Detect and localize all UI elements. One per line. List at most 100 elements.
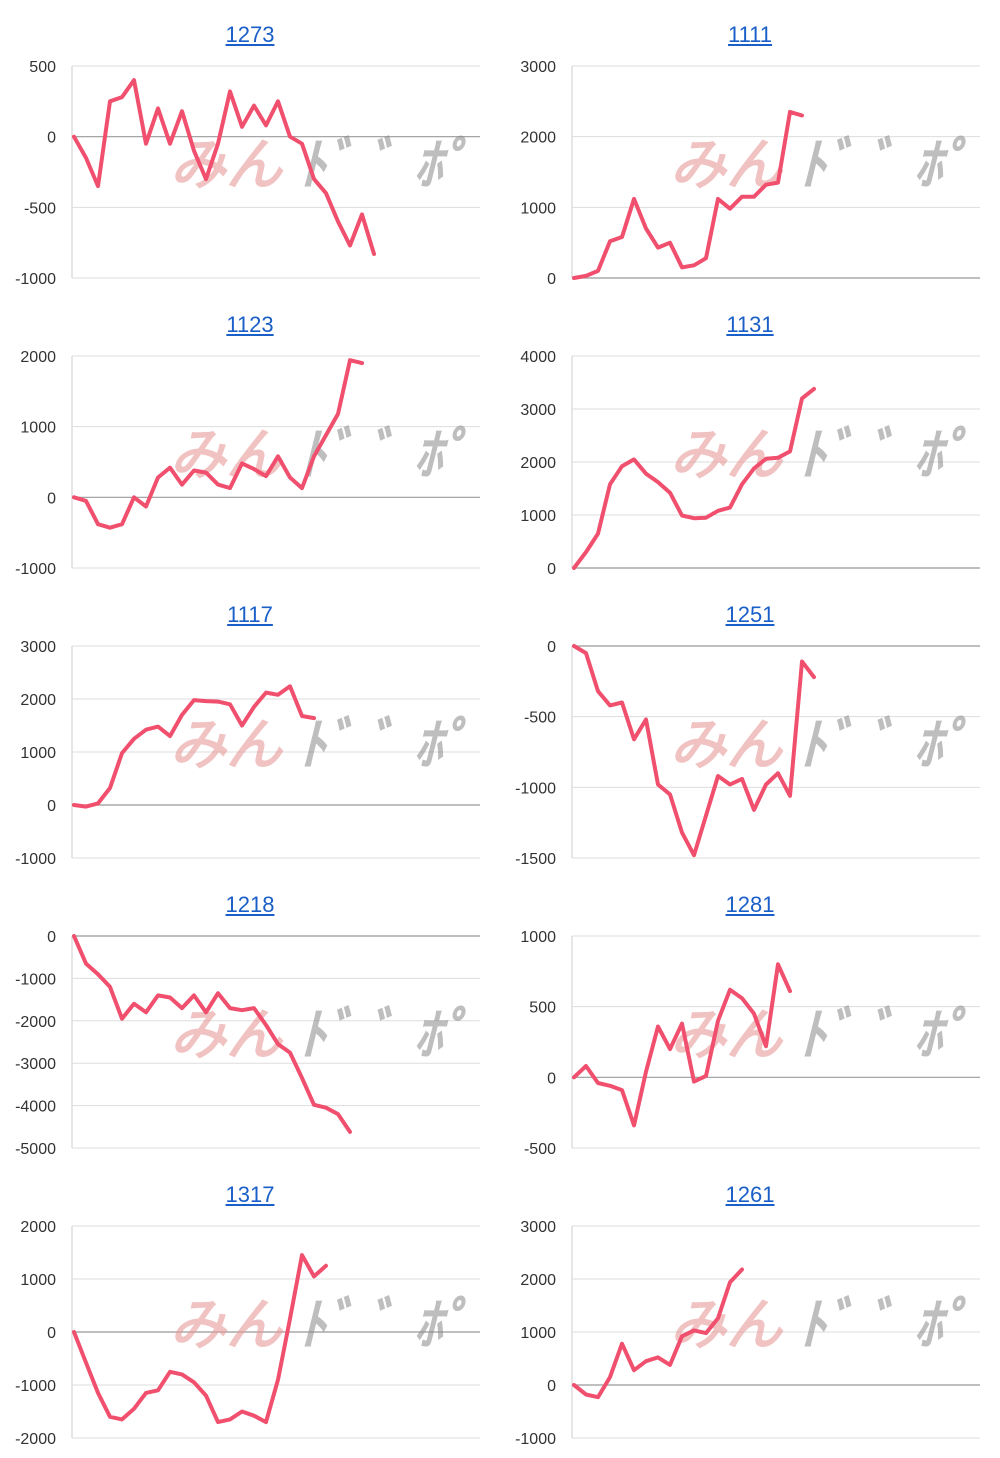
series-line (572, 109, 804, 280)
series-line (72, 78, 376, 256)
y-tick-label: -1000 (15, 851, 56, 868)
y-tick-label: -500 (524, 1141, 556, 1158)
chart-panel: 1218 0 -1000 -2000 -3000 -4000 -5000 みん ﾄﾞ ﾞ ﾎﾟ (0, 878, 500, 1168)
y-tick-label: -5000 (15, 1141, 56, 1158)
svg-text:ﾄﾞ ﾞ ﾎﾟ: ﾄﾞ ﾞ ﾎﾟ (798, 1293, 970, 1358)
y-tick-label: -1000 (15, 271, 56, 288)
y-tick-label: 1000 (20, 420, 56, 437)
line-chart: 2000 1000 0 -1000 -2000 みん ﾄﾞ ﾞ ﾎﾟ (15, 1219, 480, 1448)
line-chart: 2000 1000 0 -1000 みん ﾄﾞ ﾞ ﾎﾟ (15, 349, 480, 578)
y-tick-label: 0 (47, 798, 56, 815)
chart-panel: 1131 4000 3000 2000 1000 0 みん ﾄﾞ ﾞ ﾎﾟ (500, 298, 1000, 588)
svg-text:みん: みん (670, 423, 784, 488)
y-tick-label: 3000 (520, 1219, 556, 1236)
svg-text:ﾄﾞ ﾞ ﾎﾟ: ﾄﾞ ﾞ ﾎﾟ (298, 713, 470, 778)
svg-text:みん: みん (670, 713, 784, 778)
line-chart: 3000 2000 1000 0 みん ﾄﾞ ﾞ ﾎﾟ (520, 59, 980, 288)
chart-panel: 1117 3000 2000 1000 0 -1000 みん ﾄﾞ ﾞ ﾎﾟ (0, 588, 500, 878)
series-line (72, 684, 316, 809)
svg-text:みん: みん (670, 133, 784, 198)
y-tick-label: -4000 (15, 1099, 56, 1116)
line-chart: 0 -500 -1000 -1500 みん ﾄﾞ ﾞ ﾎﾟ (515, 639, 980, 868)
svg-text:みん: みん (170, 713, 284, 778)
y-tick-label: 0 (47, 490, 56, 507)
svg-text:ﾄﾞ ﾞ ﾎﾟ: ﾄﾞ ﾞ ﾎﾟ (798, 133, 970, 198)
y-tick-label: 500 (529, 1000, 556, 1017)
y-tick-label: 0 (47, 929, 56, 946)
y-tick-label: 4000 (520, 349, 556, 366)
y-tick-label: 1000 (520, 929, 556, 946)
y-tick-label: -500 (24, 200, 56, 217)
y-tick-label: -1000 (15, 1378, 56, 1395)
y-tick-label: 0 (547, 639, 556, 656)
watermark-logo: みん ﾄﾞ ﾞ ﾎﾟ (170, 1293, 470, 1358)
chart-title-link[interactable]: 1251 (725, 602, 775, 627)
line-chart: 500 0 -500 -1000 みん ﾄﾞ ﾞ ﾎﾟ (15, 59, 480, 288)
series-line (572, 1267, 744, 1400)
y-tick-label: 1000 (520, 508, 556, 525)
watermark-logo: みん ﾄﾞ ﾞ ﾎﾟ (170, 713, 470, 778)
y-tick-label: 0 (547, 1070, 556, 1087)
line-chart: 3000 2000 1000 0 -1000 みん ﾄﾞ ﾞ ﾎﾟ (15, 639, 480, 868)
y-tick-label: -1000 (515, 780, 556, 797)
y-tick-label: 3000 (20, 639, 56, 656)
chart-title-link[interactable]: 1261 (725, 1182, 775, 1207)
y-tick-label: 2000 (520, 1272, 556, 1289)
chart-title-link[interactable]: 1218 (225, 892, 275, 917)
y-tick-label: -1000 (15, 971, 56, 988)
svg-text:みん: みん (170, 133, 284, 198)
chart-title-link[interactable]: 1281 (725, 892, 775, 917)
watermark-logo: みん ﾄﾞ ﾞ ﾎﾟ (670, 1293, 970, 1358)
y-tick-label: 2000 (20, 692, 56, 709)
svg-text:ﾄﾞ ﾞ ﾎﾟ: ﾄﾞ ﾞ ﾎﾟ (798, 423, 970, 488)
y-tick-label: 0 (547, 271, 556, 288)
svg-text:みん: みん (170, 1293, 284, 1358)
y-tick-label: 2000 (520, 130, 556, 147)
watermark-logo: みん ﾄﾞ ﾞ ﾎﾟ (670, 133, 970, 198)
series-line (72, 1253, 328, 1425)
y-tick-label: 3000 (520, 402, 556, 419)
svg-text:みん: みん (170, 1003, 284, 1068)
svg-text:みん: みん (670, 1293, 784, 1358)
series-line (72, 934, 352, 1134)
y-tick-label: 0 (547, 1378, 556, 1395)
y-tick-label: 1000 (20, 1272, 56, 1289)
y-tick-label: -1000 (515, 1431, 556, 1448)
watermark-logo: みん ﾄﾞ ﾞ ﾎﾟ (670, 423, 970, 488)
y-tick-label: 0 (547, 561, 556, 578)
chart-title-link[interactable]: 1273 (225, 22, 275, 47)
series-line (572, 386, 816, 570)
svg-text:ﾄﾞ ﾞ ﾎﾟ: ﾄﾞ ﾞ ﾎﾟ (298, 133, 470, 198)
line-chart: 4000 3000 2000 1000 0 みん ﾄﾞ ﾞ ﾎﾟ (520, 349, 980, 578)
chart-title-link[interactable]: 1131 (726, 312, 774, 337)
y-tick-label: 1000 (520, 200, 556, 217)
y-tick-label: 0 (47, 1325, 56, 1342)
y-tick-label: 1000 (20, 745, 56, 762)
y-tick-label: 500 (29, 59, 56, 76)
chart-panel: 1251 0 -500 -1000 -1500 みん ﾄﾞ ﾞ ﾎﾟ (500, 588, 1000, 878)
chart-title-link[interactable]: 1111 (727, 22, 773, 47)
chart-panel: 1123 2000 1000 0 -1000 みん ﾄﾞ ﾞ ﾎﾟ (0, 298, 500, 588)
chart-panel: 1273 500 0 -500 -1000 みん ﾄﾞ ﾞ ﾎﾟ (0, 8, 500, 298)
line-chart: 3000 2000 1000 0 -1000 みん ﾄﾞ ﾞ ﾎﾟ (515, 1219, 980, 1448)
y-tick-label: 2000 (20, 1219, 56, 1236)
chart-panel: 1261 3000 2000 1000 0 -1000 みん ﾄﾞ ﾞ ﾎﾟ (500, 1168, 1000, 1458)
chart-title-link[interactable]: 1117 (227, 602, 273, 627)
y-tick-label: 0 (47, 130, 56, 147)
chart-panel: 1111 3000 2000 1000 0 みん ﾄﾞ ﾞ ﾎﾟ (500, 8, 1000, 298)
chart-title-link[interactable]: 1317 (225, 1182, 275, 1207)
y-tick-label: 2000 (520, 455, 556, 472)
series-line (572, 962, 792, 1128)
series-line (72, 358, 364, 530)
y-tick-label: -2000 (15, 1014, 56, 1031)
watermark-logo: みん ﾄﾞ ﾞ ﾎﾟ (170, 423, 470, 488)
y-tick-label: 1000 (520, 1325, 556, 1342)
watermark-logo: みん ﾄﾞ ﾞ ﾎﾟ (170, 1003, 470, 1068)
chart-title-link[interactable]: 1123 (226, 312, 274, 337)
y-tick-label: -3000 (15, 1056, 56, 1073)
y-tick-label: -2000 (15, 1431, 56, 1448)
y-tick-label: -500 (524, 710, 556, 727)
line-chart: 0 -1000 -2000 -3000 -4000 -5000 みん ﾄﾞ ﾞ ﾎﾟ (15, 929, 480, 1158)
